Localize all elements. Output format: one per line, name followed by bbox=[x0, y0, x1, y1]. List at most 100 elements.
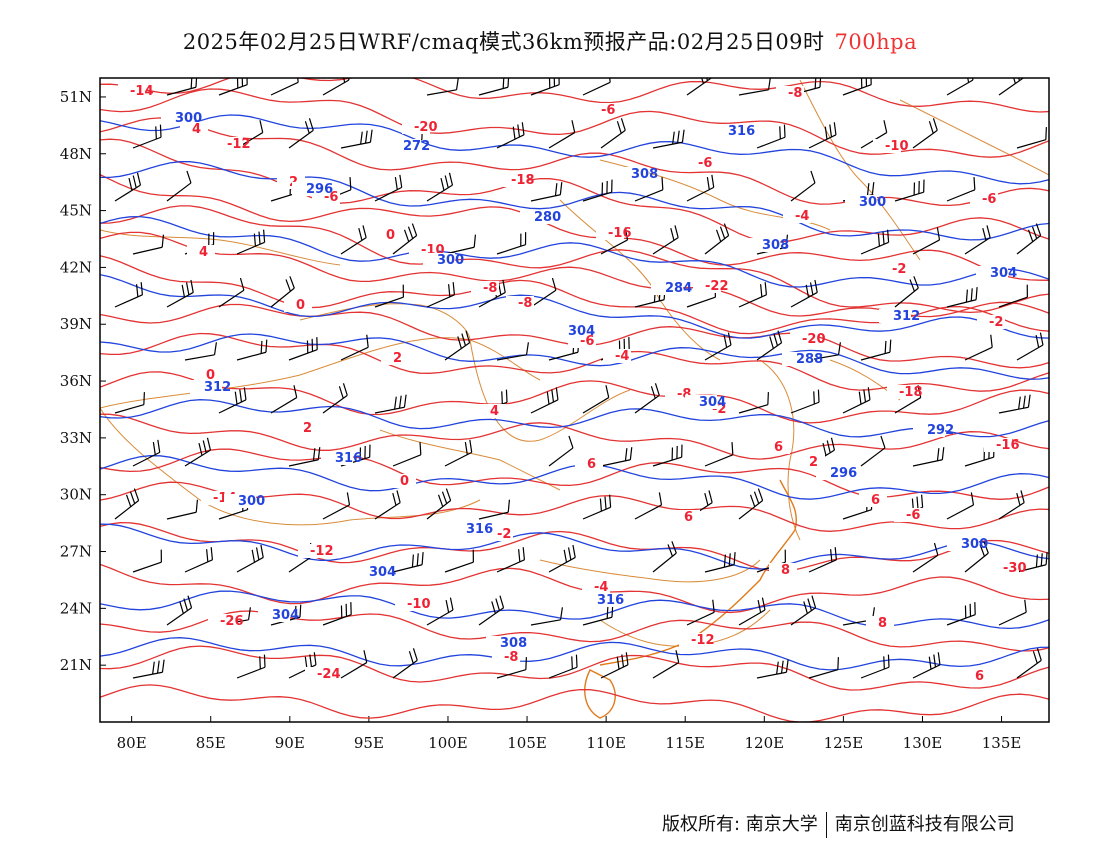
lon-tick-label: 105E bbox=[507, 734, 547, 752]
height-contour-line bbox=[100, 161, 1049, 241]
height-label: 300 bbox=[961, 537, 988, 552]
isotherm-label: 6 bbox=[774, 440, 783, 455]
lon-tick-label: 85E bbox=[196, 734, 226, 752]
wind-barb bbox=[1045, 598, 1080, 625]
isotherm-label: 0 bbox=[296, 298, 305, 313]
isotherm-label-bg bbox=[201, 491, 229, 505]
isotherm-label-bg bbox=[693, 279, 721, 293]
isotherm-label-bg bbox=[596, 226, 624, 240]
lat-tick-label: 27N bbox=[60, 543, 92, 561]
height-label-bg bbox=[782, 352, 814, 366]
height-label: 312 bbox=[204, 380, 231, 395]
wind-barb bbox=[894, 385, 922, 414]
wind-barb bbox=[738, 78, 771, 96]
isotherm-label: 4 bbox=[192, 122, 201, 137]
height-contour-line bbox=[100, 215, 1049, 288]
wind-barb bbox=[114, 488, 140, 520]
wind-barb bbox=[340, 225, 367, 255]
isotherm-label: -8 bbox=[504, 650, 518, 665]
isotherm-label: 2 bbox=[303, 421, 312, 436]
isotherm-line bbox=[100, 371, 1049, 424]
wind-barb bbox=[530, 182, 563, 202]
wind-barb bbox=[114, 172, 142, 202]
isotherm-label: 4 bbox=[490, 404, 499, 419]
wind-barb bbox=[1016, 648, 1042, 679]
wind-barb bbox=[964, 334, 993, 361]
lat-tick-label: 30N bbox=[60, 486, 92, 504]
isotherm-label: 0 bbox=[206, 368, 215, 383]
isotherm-label-bg bbox=[866, 616, 894, 630]
lat-tick-label: 45N bbox=[60, 202, 92, 220]
wind-barb bbox=[340, 650, 368, 679]
wind-barb bbox=[1016, 332, 1044, 361]
wind-barb bbox=[496, 342, 529, 361]
wind-barb bbox=[444, 439, 473, 467]
wind-barb bbox=[652, 444, 683, 467]
footer-right: 南京创蓝科技有限公司 bbox=[834, 814, 1015, 835]
wind-barb bbox=[600, 652, 629, 679]
lon-tick-label: 135E bbox=[982, 734, 1022, 752]
isotherm-label-bg bbox=[118, 84, 146, 98]
wind-barb bbox=[132, 234, 165, 255]
wind-barb bbox=[374, 174, 403, 202]
height-label-bg bbox=[685, 395, 717, 409]
isotherm-label: 6 bbox=[587, 457, 596, 472]
wind-barb bbox=[166, 170, 192, 202]
isotherm-line bbox=[100, 205, 1049, 314]
wind-barb bbox=[496, 657, 527, 679]
isotherm-label: -6 bbox=[324, 190, 338, 205]
copyright-footer: 版权所有: 南京大学 南京创蓝科技有限公司 bbox=[662, 810, 1015, 838]
isotherm-label-bg bbox=[402, 120, 430, 134]
height-label-bg bbox=[258, 608, 290, 622]
wind-barb bbox=[808, 122, 837, 149]
wind-barb bbox=[340, 334, 369, 361]
isotherm-label: -8 bbox=[788, 86, 802, 101]
isotherm-label-bg bbox=[991, 561, 1019, 575]
wind-barb bbox=[1064, 440, 1100, 466]
wind-barb bbox=[530, 387, 559, 414]
wind-barb bbox=[1016, 223, 1042, 255]
height-contour-line bbox=[100, 637, 1049, 671]
wind-barb bbox=[236, 544, 264, 573]
height-label-bg bbox=[748, 238, 780, 252]
isotherm-label: -4 bbox=[615, 349, 629, 364]
lon-tick-label: 110E bbox=[586, 734, 626, 752]
wind-barb bbox=[686, 78, 712, 96]
height-contour-line bbox=[100, 273, 1049, 339]
height-label: 304 bbox=[272, 608, 299, 623]
wind-barb bbox=[582, 179, 613, 202]
wind-barb bbox=[998, 78, 1024, 96]
isotherm-line bbox=[100, 684, 1049, 722]
isotherm-label-bg bbox=[305, 667, 333, 681]
wind-barb bbox=[132, 439, 161, 467]
height-label-bg bbox=[486, 636, 518, 650]
wind-barb bbox=[946, 287, 978, 308]
title-main: 2025年02月25日WRF/cmaq模式36km预报产品:02月25日09时 bbox=[182, 30, 825, 54]
lon-tick-label: 120E bbox=[745, 734, 785, 752]
height-label: 304 bbox=[699, 395, 726, 410]
wind-barb bbox=[236, 654, 266, 679]
wind-barb bbox=[184, 342, 217, 361]
isotherm-label: 0 bbox=[400, 474, 409, 489]
height-label-bg bbox=[816, 466, 848, 480]
isotherm-label-bg bbox=[894, 508, 922, 522]
wind-barb bbox=[912, 542, 939, 573]
isotherm-label: -18 bbox=[899, 385, 923, 400]
wind-barb bbox=[1065, 125, 1100, 148]
height-label: 296 bbox=[306, 182, 333, 197]
wind-barb bbox=[860, 654, 890, 679]
wind-barb bbox=[444, 549, 474, 573]
wind-barb bbox=[686, 174, 715, 202]
coastline bbox=[584, 479, 797, 719]
isotherm-label: -10 bbox=[885, 139, 909, 154]
height-label: 300 bbox=[437, 253, 464, 268]
height-label-bg bbox=[389, 139, 421, 153]
isotherm-label: 0 bbox=[386, 228, 395, 243]
height-label: 308 bbox=[762, 238, 789, 253]
height-label: 296 bbox=[830, 466, 857, 481]
wind-barb bbox=[392, 442, 422, 467]
title-level: 700hpa bbox=[834, 30, 918, 54]
wind-barb bbox=[166, 499, 199, 520]
wind-barb bbox=[426, 282, 456, 308]
